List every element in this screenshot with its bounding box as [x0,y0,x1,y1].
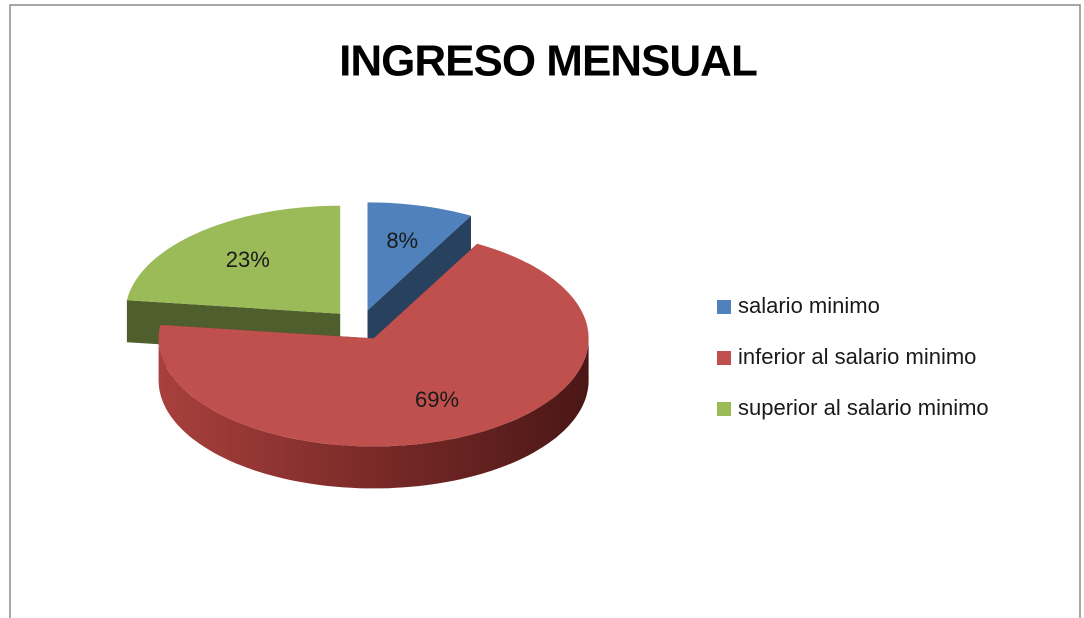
legend-swatch [717,402,731,416]
chart-title: INGRESO MENSUAL [339,37,757,86]
data-label: 23% [226,247,270,272]
slice-edge-wall [367,215,471,353]
pie-slice [126,205,341,314]
pie-slice [367,202,471,311]
legend-swatch [717,300,731,314]
legend-label: salario minimo [738,293,880,318]
legend-swatch [717,351,731,365]
slice-side [158,338,589,489]
pie-slice [158,243,589,447]
legend-label: inferior al salario minimo [738,344,976,369]
legend-label: superior al salario minimo [738,395,989,420]
data-label: 8% [386,228,418,253]
data-label: 69% [415,387,459,412]
